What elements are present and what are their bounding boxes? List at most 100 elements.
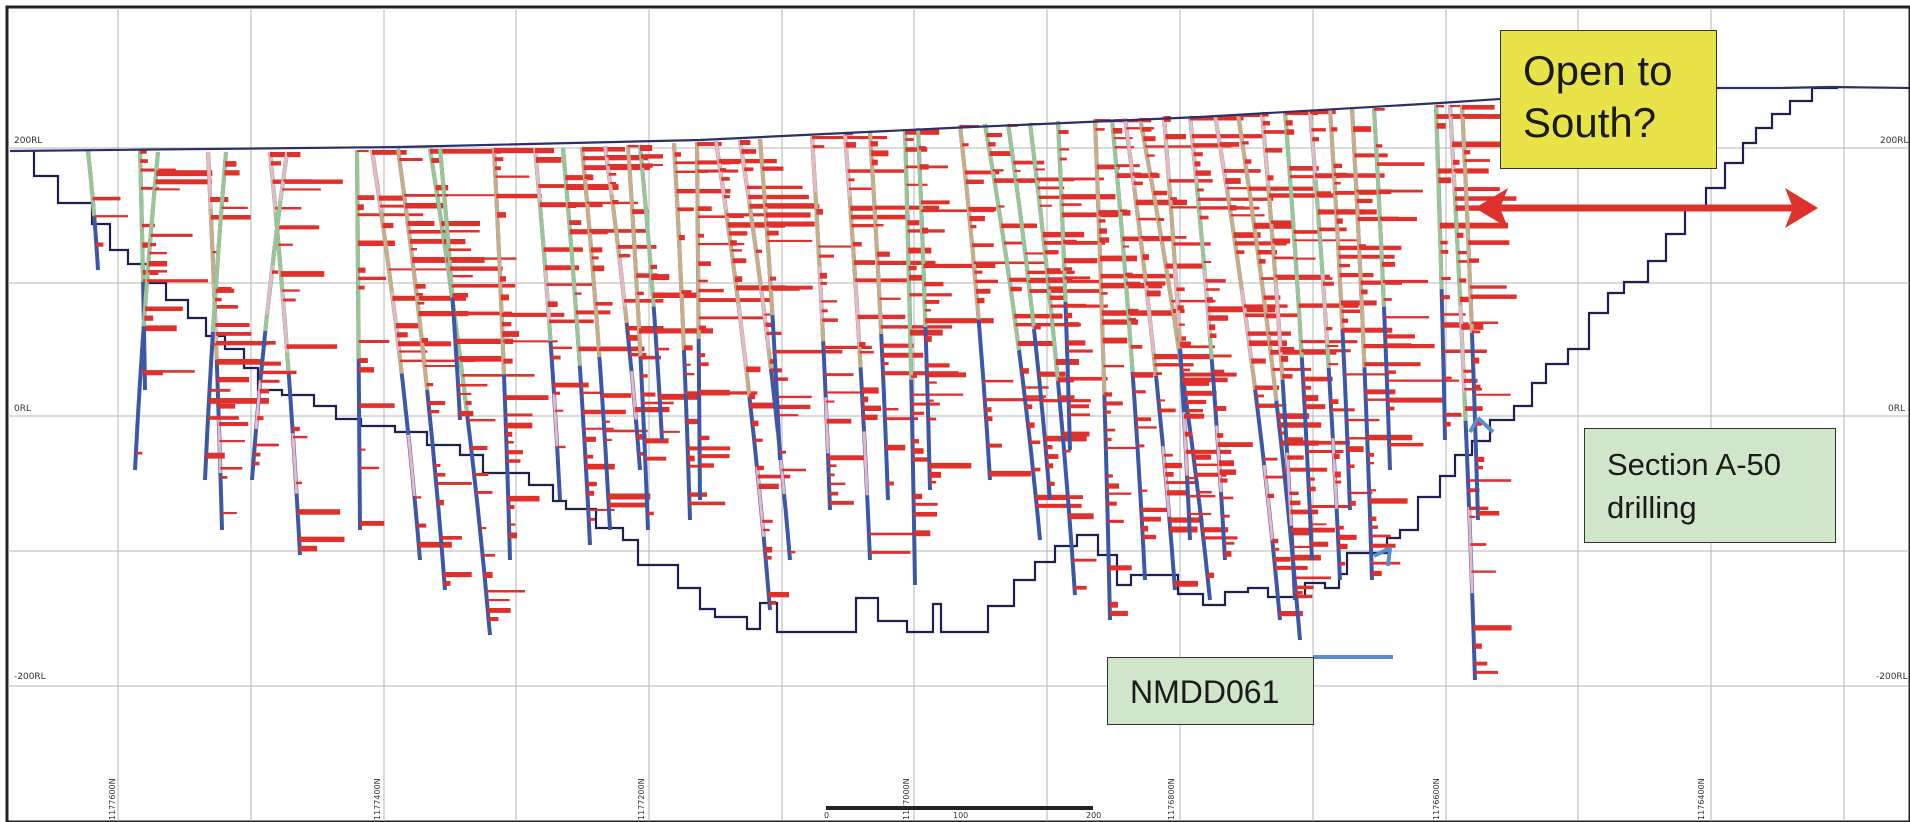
assay-bar <box>829 500 854 505</box>
assay-bar <box>215 297 222 302</box>
assay-bar <box>1438 177 1452 184</box>
assay-bar <box>1142 254 1149 260</box>
assay-bar <box>1069 513 1094 520</box>
assay-bar <box>1158 399 1165 402</box>
assay-bar <box>449 257 517 260</box>
assay-bar <box>1262 121 1270 126</box>
assay-bar <box>144 371 163 376</box>
assay-bar <box>1476 465 1483 470</box>
assay-bar <box>1224 550 1232 557</box>
assay-bar <box>1202 527 1229 533</box>
assay-bar <box>271 270 279 274</box>
assay-bar <box>818 245 854 248</box>
assay-bar <box>769 601 776 605</box>
section-drilling-callout: Sectiɔn A-50 drilling <box>1584 428 1836 543</box>
drill-hole-segment <box>1110 118 1147 581</box>
assay-bar <box>929 480 937 484</box>
assay-bar <box>553 382 582 388</box>
assay-bar <box>408 230 449 234</box>
assay-bar <box>451 293 468 298</box>
assay-bar <box>565 175 594 181</box>
assay-bar <box>535 157 562 163</box>
assay-bar <box>456 356 475 360</box>
assay-bar <box>905 147 928 152</box>
assay-bar <box>845 142 856 148</box>
assay-bar <box>206 452 225 459</box>
assay-bar <box>1179 354 1232 358</box>
assay-bar <box>819 272 827 279</box>
assay-bar <box>882 352 924 358</box>
assay-bar <box>1105 428 1116 432</box>
assay-bar <box>675 170 708 173</box>
assay-bar <box>1453 159 1460 165</box>
assay-bar <box>908 247 932 254</box>
assay-bar <box>1107 519 1124 523</box>
assay-bar <box>612 200 619 205</box>
assay-bar <box>726 213 795 217</box>
assay-bar <box>1268 331 1279 335</box>
assay-bar <box>925 318 994 324</box>
assay-bar <box>1336 218 1343 224</box>
assay-bar <box>1349 500 1356 506</box>
assay-bar <box>1353 126 1372 132</box>
assay-bar <box>1285 111 1318 116</box>
assay-bar <box>1098 219 1106 223</box>
assay-bar <box>1293 230 1320 234</box>
assay-bar <box>821 300 838 303</box>
assay-bar <box>1265 475 1288 479</box>
assay-bar <box>1286 437 1304 444</box>
assay-bar <box>1219 469 1237 475</box>
nmdd061-callout: NMDD061 <box>1107 657 1314 725</box>
assay-bar <box>697 215 744 218</box>
assay-bar <box>641 374 648 378</box>
assay-bar <box>1327 345 1339 347</box>
assay-bar <box>1384 316 1430 319</box>
assay-bar <box>1184 390 1217 396</box>
assay-bar <box>555 409 564 412</box>
assay-bar <box>845 133 853 136</box>
assay-bar <box>1444 412 1462 417</box>
assay-bar <box>1386 379 1460 382</box>
assay-bar <box>681 290 692 294</box>
assay-bar <box>1342 318 1349 323</box>
assay-bar <box>1472 357 1480 364</box>
assay-bar <box>928 417 936 421</box>
assay-bar <box>1128 317 1136 321</box>
drill-hole-segment <box>1006 123 1052 501</box>
drill-hole-segment <box>203 151 228 481</box>
assay-bar <box>444 194 515 197</box>
assay-bar <box>756 465 764 471</box>
assay-bar <box>551 355 561 360</box>
assay-bar <box>588 508 615 511</box>
assay-bar <box>1187 409 1203 413</box>
assay-bar <box>1308 486 1316 492</box>
assay-bar <box>395 323 422 329</box>
assay-bar <box>156 170 213 177</box>
assay-bar <box>816 209 823 215</box>
assay-bar <box>926 372 967 378</box>
drill-hole-segment <box>206 151 224 531</box>
assay-bar <box>1279 431 1287 435</box>
assay-bar <box>421 338 428 343</box>
assay-bar <box>1382 261 1396 267</box>
assay-bar <box>608 493 651 500</box>
assay-bar <box>924 281 944 287</box>
assay-bar <box>1230 214 1265 217</box>
assay-bar <box>1440 249 1449 254</box>
assay-bar <box>398 341 452 347</box>
assay-bar <box>1195 170 1211 176</box>
assay-bar <box>1473 625 1512 631</box>
assay-bar <box>1455 196 1517 201</box>
drill-hole-segment <box>428 148 492 636</box>
assay-bar <box>428 401 446 406</box>
assay-bar <box>762 166 784 171</box>
assay-bar <box>1174 580 1199 587</box>
assay-bar <box>1294 239 1357 242</box>
assay-bar <box>1457 251 1469 255</box>
assay-bar <box>1219 460 1234 467</box>
assay-bar <box>779 450 786 454</box>
assay-bar <box>812 136 888 140</box>
assay-bar <box>984 398 1045 402</box>
assay-bar <box>699 353 706 358</box>
assay-bar <box>1333 163 1343 169</box>
